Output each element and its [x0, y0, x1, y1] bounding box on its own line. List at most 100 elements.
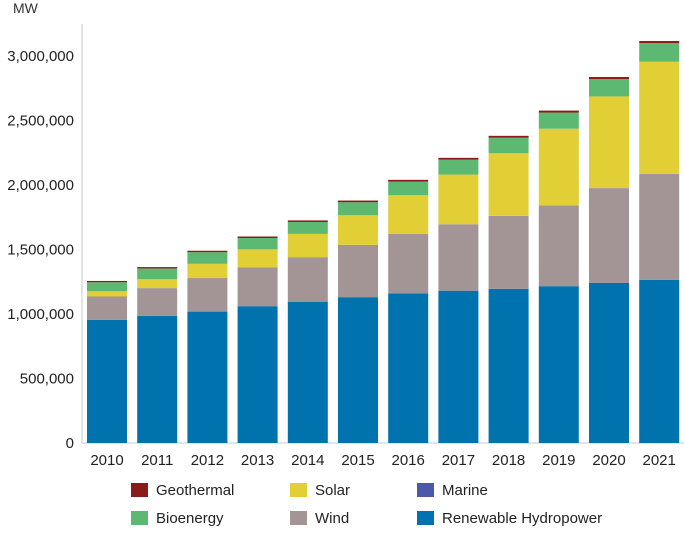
y-tick-label: 500,000 — [20, 370, 74, 387]
x-tick-labels: 2010 2011 2012 2013 2014 2015 2016 2017 2018 2019… — [90, 452, 676, 469]
bar-segment-renewable-hydropower — [538, 286, 579, 443]
legend-swatch — [417, 483, 434, 497]
bar-segment-solar — [639, 61, 680, 174]
bar-stack-2015 — [338, 200, 378, 443]
bar-segment-wind — [538, 205, 579, 287]
bar-segment-renewable-hydropower — [87, 319, 127, 443]
legend-label: Solar — [315, 482, 350, 499]
bar-stack-2018 — [488, 135, 529, 443]
bar-stack-2011 — [137, 267, 178, 443]
bar-segment-renewable-hydropower — [388, 293, 429, 443]
bar-segment-renewable-hydropower — [639, 279, 680, 443]
legend-label: Geothermal — [156, 482, 234, 499]
legend-label: Wind — [315, 510, 349, 527]
bar-segment-wind — [187, 278, 228, 312]
bar-segment-renewable-hydropower — [137, 315, 178, 443]
bar-segment-wind — [287, 257, 328, 302]
bar-segment-solar — [137, 279, 178, 289]
bar-segment-wind — [438, 224, 479, 291]
y-tick-label: 1,500,000 — [7, 241, 74, 258]
legend-swatch — [290, 511, 307, 525]
bar-segment-bioenergy — [338, 202, 378, 216]
bar-segment-geothermal — [388, 179, 429, 182]
bar-segment-solar — [237, 249, 278, 268]
bar-segment-wind — [589, 188, 629, 283]
bar-segment-solar — [287, 233, 328, 258]
y-axis-label: MW — [13, 0, 39, 16]
bar-segment-geothermal — [589, 76, 629, 79]
legend-item-wind: Wind — [290, 510, 349, 527]
legend-item-renewable-hydropower: Renewable Hydropower — [417, 510, 602, 527]
bar-stack-2012 — [187, 250, 228, 443]
bar-segment-geothermal — [488, 135, 529, 138]
bar-segment-geothermal — [137, 267, 178, 269]
bar-segment-geothermal — [87, 280, 127, 283]
bar-stack-2010 — [87, 280, 127, 443]
bar-segment-bioenergy — [438, 159, 479, 175]
bar-stack-2013 — [237, 236, 278, 443]
x-tick-label: 2019 — [542, 452, 575, 469]
x-tick-label: 2014 — [291, 452, 324, 469]
bar-segment-renewable-hydropower — [338, 297, 378, 443]
bar-segment-renewable-hydropower — [488, 288, 529, 443]
bar-segment-geothermal — [338, 200, 378, 203]
bar-segment-solar — [338, 215, 378, 245]
x-tick-label: 2016 — [392, 452, 425, 469]
bar-segment-geothermal — [287, 220, 328, 222]
x-tick-label: 2021 — [643, 452, 676, 469]
bar-segment-solar — [488, 153, 529, 216]
bar-segment-solar — [538, 128, 579, 206]
legend-label: Marine — [442, 482, 488, 499]
bar-segment-solar — [187, 263, 228, 279]
x-tick-label: 2015 — [341, 452, 374, 469]
bar-segment-bioenergy — [237, 237, 278, 250]
y-tick-label: 0 — [66, 435, 74, 452]
bar-segment-solar — [438, 174, 479, 225]
legend-item-solar: Solar — [290, 482, 350, 499]
y-tick-label: 1,000,000 — [7, 306, 74, 323]
x-tick-label: 2013 — [241, 452, 274, 469]
y-tick-labels: 0 500,000 1,000,000 1,500,000 2,000,000 2,500… — [7, 48, 74, 452]
legend-item-geothermal: Geothermal — [131, 482, 234, 499]
bar-segment-wind — [87, 296, 127, 320]
bar-segment-solar — [589, 96, 629, 189]
legend-label: Bioenergy — [156, 510, 224, 527]
bar-segment-bioenergy — [538, 112, 579, 129]
x-tick-label: 2011 — [141, 452, 173, 469]
bar-stacks — [87, 41, 680, 443]
bar-segment-wind — [137, 288, 178, 316]
bar-segment-wind — [639, 173, 680, 280]
bar-segment-bioenergy — [488, 137, 529, 154]
bar-segment-solar — [87, 291, 127, 297]
bar-stack-2021 — [639, 41, 680, 443]
y-tick-label: 2,000,000 — [7, 177, 74, 194]
bar-segment-bioenergy — [589, 78, 629, 97]
bar-segment-bioenergy — [187, 252, 228, 264]
legend-label: Renewable Hydropower — [442, 510, 602, 527]
x-tick-label: 2018 — [492, 452, 525, 469]
x-tick-label: 2010 — [90, 452, 123, 469]
legend-swatch — [417, 511, 434, 525]
bar-stack-2014 — [287, 220, 328, 443]
bar-segment-wind — [388, 233, 429, 294]
bar-segment-bioenergy — [388, 181, 429, 196]
legend: Geothermal Bioenergy Solar Wind Marine Renewa… — [131, 482, 602, 527]
x-tick-label: 2017 — [442, 452, 475, 469]
bar-segment-renewable-hydropower — [589, 282, 629, 443]
x-tick-label: 2012 — [191, 452, 224, 469]
bar-segment-bioenergy — [287, 221, 328, 234]
bar-segment-wind — [237, 267, 278, 307]
bar-segment-wind — [488, 215, 529, 289]
bar-segment-renewable-hydropower — [187, 311, 228, 443]
bar-segment-geothermal — [639, 41, 680, 44]
bar-stack-2016 — [388, 179, 429, 443]
bar-stack-2020 — [589, 76, 629, 443]
bar-segment-geothermal — [187, 250, 228, 253]
bar-segment-bioenergy — [87, 282, 127, 292]
bar-segment-renewable-hydropower — [287, 301, 328, 443]
bar-segment-bioenergy — [137, 268, 178, 280]
bar-segment-geothermal — [237, 236, 278, 238]
bar-stack-2017 — [438, 157, 479, 443]
legend-item-marine: Marine — [417, 482, 488, 499]
